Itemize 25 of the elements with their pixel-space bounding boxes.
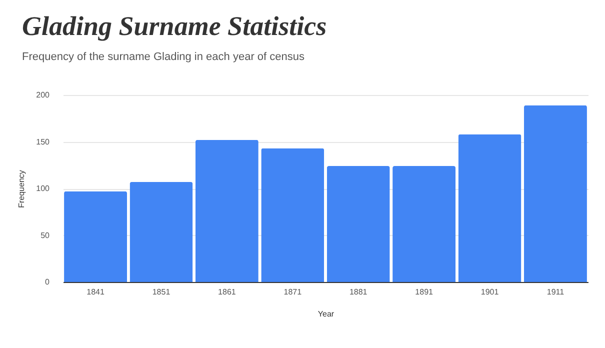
bar bbox=[392, 166, 456, 282]
x-tick-label: 1851 bbox=[152, 288, 171, 296]
bar bbox=[458, 134, 522, 282]
x-tick-label: 1871 bbox=[284, 288, 302, 296]
y-tick-label: 200 bbox=[36, 90, 50, 100]
y-tick-label: 150 bbox=[36, 137, 50, 146]
y-tick-label: 50 bbox=[40, 230, 50, 240]
x-tick-label: 1891 bbox=[415, 288, 434, 296]
bar bbox=[326, 166, 390, 282]
chart-title: Glading Surname Statistics bbox=[22, 11, 327, 41]
y-axis-title: Frequency bbox=[17, 170, 26, 208]
chart-subtitle: Frequency of the surname Glading in each year of census bbox=[22, 51, 305, 63]
bar bbox=[64, 191, 128, 282]
bar bbox=[130, 182, 193, 282]
x-axis-title: Year bbox=[318, 310, 334, 318]
y-tick-label: 0 bbox=[45, 278, 50, 286]
x-tick-label: 1911 bbox=[546, 288, 565, 296]
x-tick-label: 1841 bbox=[86, 288, 105, 296]
bar bbox=[195, 140, 258, 282]
bar bbox=[261, 148, 324, 282]
x-tick-label: 1861 bbox=[218, 288, 236, 296]
y-tick-label: 100 bbox=[36, 184, 50, 193]
bar bbox=[524, 105, 587, 282]
x-tick-label: 1901 bbox=[480, 288, 500, 296]
x-tick-label: 1881 bbox=[349, 288, 368, 296]
